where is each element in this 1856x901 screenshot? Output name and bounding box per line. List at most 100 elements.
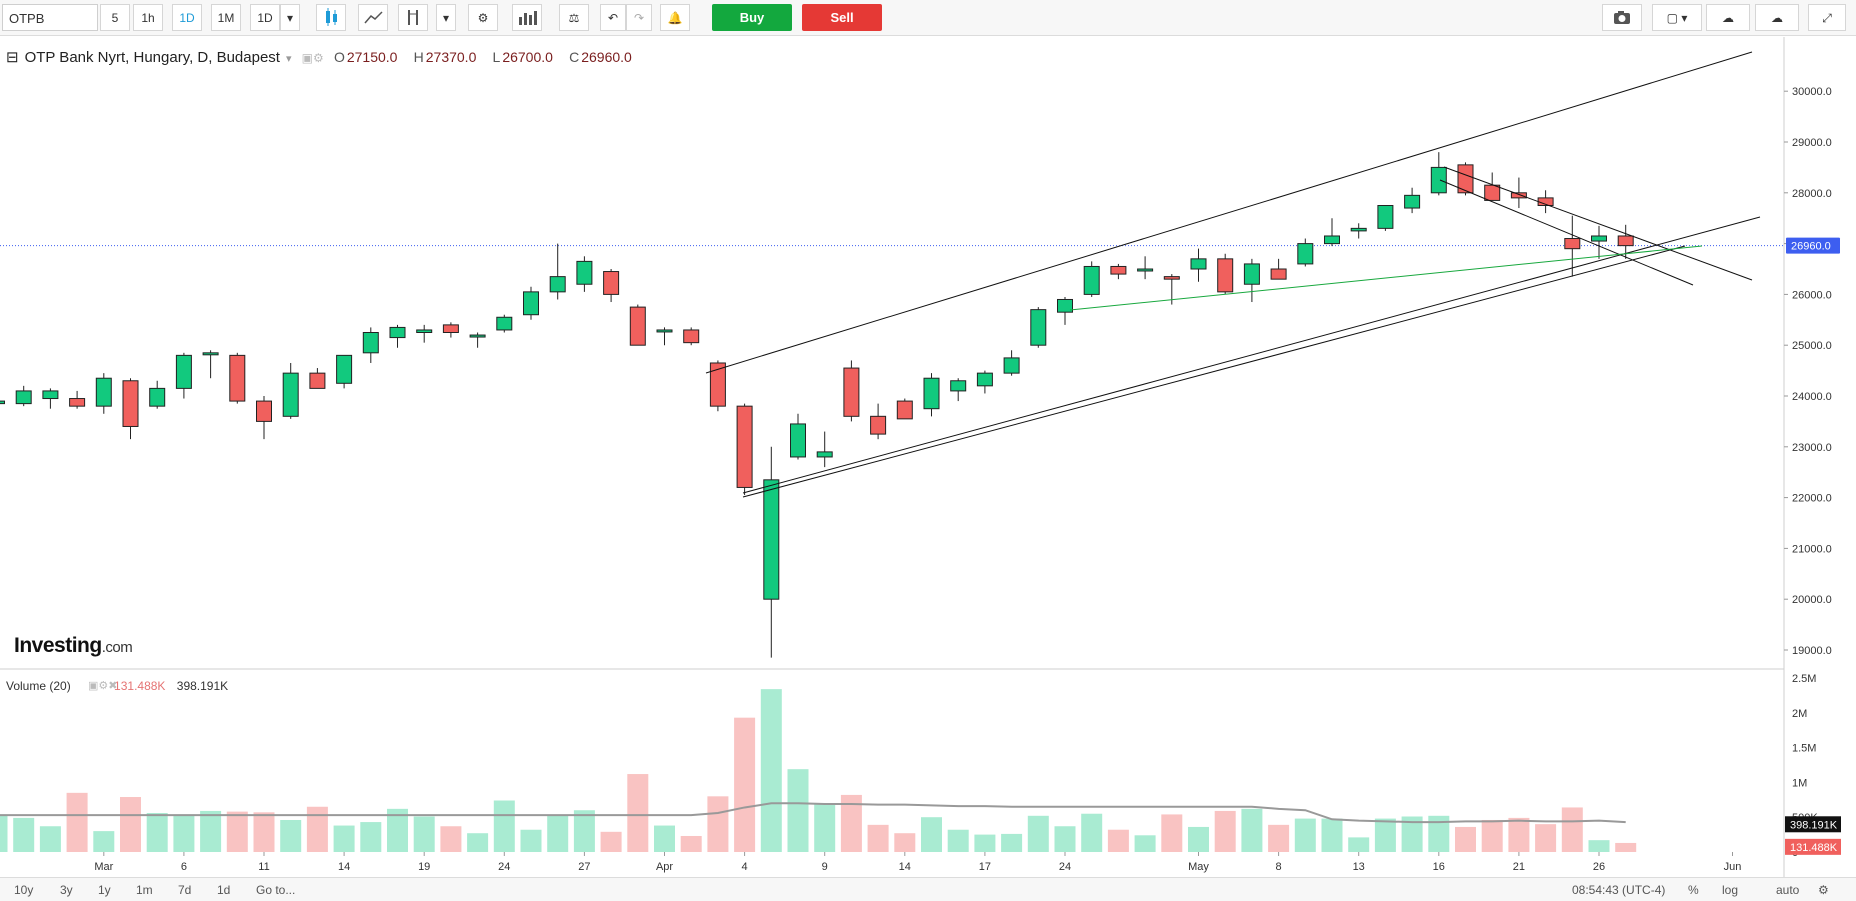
gear-icon[interactable]: ⚙ [468,4,498,31]
range-10y[interactable]: 10y [14,883,34,897]
y-tick-label: 24000.0 [1792,391,1832,403]
volume-bar [1615,842,1637,852]
candle-body [656,329,673,333]
candle-body [790,423,806,458]
cloud-upload-icon[interactable]: ☁ [1755,4,1799,31]
candle-body [976,372,993,387]
volume-bar [93,831,115,852]
volume-current-badge [1785,838,1841,855]
legend-dropdown-icon[interactable]: ▾ [285,53,292,65]
candle-body [870,415,887,435]
candle-body [469,334,486,338]
price-volume-chart[interactable]: 19000.0 20000.0 21000.0 22000.0 23000.0 24000… [0,0,1856,877]
collapse-icon[interactable]: ⊟ [6,49,19,66]
legend-settings-icon[interactable]: ▣⚙ [301,51,324,65]
goto-button[interactable]: Go to... [256,883,296,897]
candle-body [1350,227,1367,232]
candle-body [816,451,833,458]
candle-body [709,362,726,407]
candle-body [1217,258,1234,293]
investing-logo: Investing.com [14,634,133,657]
y-tick-label: 19000.0 [1792,645,1832,657]
compare-icon[interactable] [512,4,542,31]
percent-toggle[interactable]: % [1688,883,1699,897]
candle-body [256,400,272,422]
range-7d[interactable]: 7d [178,883,192,897]
interval-button-1h[interactable]: 1h [133,4,163,31]
redo-icon[interactable]: ↷ [626,4,652,31]
log-toggle[interactable]: log [1722,883,1739,897]
low-value: 26700.0 [502,49,553,65]
volume-settings-icon[interactable]: ▣⚙✖ [88,680,118,692]
x-tick-label: 24 [1059,861,1071,873]
bottom-bar: 10y 3y 1y 1m 7d 1d Go to... 08:54:43 (UT… [0,877,1856,901]
volume-bar [974,834,996,852]
candle-body [603,271,620,295]
volume-bar [1348,837,1370,852]
indicator-dropdown-icon[interactable]: ▾ [436,4,456,31]
fullscreen-icon[interactable]: ⤢ [1808,4,1846,31]
volume-bar [1428,815,1450,852]
volume-bar [921,817,942,852]
volume-bar [573,810,595,852]
x-tick-label: 21 [1513,861,1525,873]
auto-toggle[interactable]: auto [1776,883,1800,897]
interval-button-1d-active[interactable]: 1D [172,4,202,31]
x-tick-label: May [1188,861,1209,873]
volume-bar [1001,833,1023,852]
candle-body [336,354,353,384]
buy-button[interactable]: Buy [712,4,792,31]
range-1y[interactable]: 1y [98,883,111,897]
volume-bar [547,815,569,852]
candle-body [576,260,593,285]
y-tick-label: 29000.0 [1792,137,1832,149]
candle-body [1377,205,1394,229]
open-value: 27150.0 [346,49,398,65]
y-tick-label: 23000.0 [1792,442,1832,454]
range-1d[interactable]: 1d [217,883,231,897]
interval-button-1m[interactable]: 1M [211,4,241,31]
camera-icon[interactable] [1602,4,1642,31]
x-tick-label: 8 [1276,861,1282,873]
layout-dropdown-icon[interactable]: ▢ ▾ [1652,4,1702,31]
undo-icon[interactable]: ↶ [600,4,626,31]
cloud-download-icon[interactable]: ☁ [1706,4,1750,31]
volume-bar [39,826,61,852]
alert-bell-icon[interactable]: 🔔 [660,4,690,31]
chart-legend: ⊟ OTP Bank Nyrt, Hungary, D, Budapest ▾ ▣⚙… [6,48,644,66]
volume-bar [680,835,702,852]
sell-button[interactable]: Sell [802,4,882,31]
range-3y[interactable]: 3y [60,883,73,897]
interval-dropdown-icon[interactable]: ▾ [280,4,300,31]
candle-body [202,352,219,356]
volume-bar [173,814,195,852]
candle-body [843,367,860,417]
y-tick-label: 20000.0 [1792,594,1832,606]
volume-bar [1294,818,1316,852]
volume-bar [13,817,35,852]
volume-ma-badge [1785,816,1841,833]
bottom-gear-icon[interactable]: ⚙ [1818,883,1829,897]
interval-button-5[interactable]: 5 [100,4,130,31]
green-support-line [1069,245,1703,311]
volume-bar [1401,816,1423,852]
symbol-input[interactable]: OTPB [2,4,98,31]
range-1m[interactable]: 1m [136,883,153,897]
candle-chart-icon[interactable] [316,4,346,31]
x-tick-label: 17 [979,861,991,873]
x-tick-label: 24 [498,861,510,873]
volume-bar [760,689,782,852]
candle-body [229,354,246,402]
line-chart-icon[interactable] [358,4,388,31]
candle-body [1083,265,1100,295]
y-tick-label: 22000.0 [1792,493,1832,505]
volume-ma-line [0,802,1626,824]
volume-bar [1188,826,1209,852]
indicator-icon[interactable] [398,4,428,31]
volume-bar [1481,819,1503,852]
volume-tick-label: 2M [1792,708,1807,720]
x-tick-label: 9 [822,861,828,873]
candle-body [1057,298,1073,313]
interval-button-1d[interactable]: 1D [250,4,280,31]
scales-icon[interactable]: ⚖ [559,4,589,31]
